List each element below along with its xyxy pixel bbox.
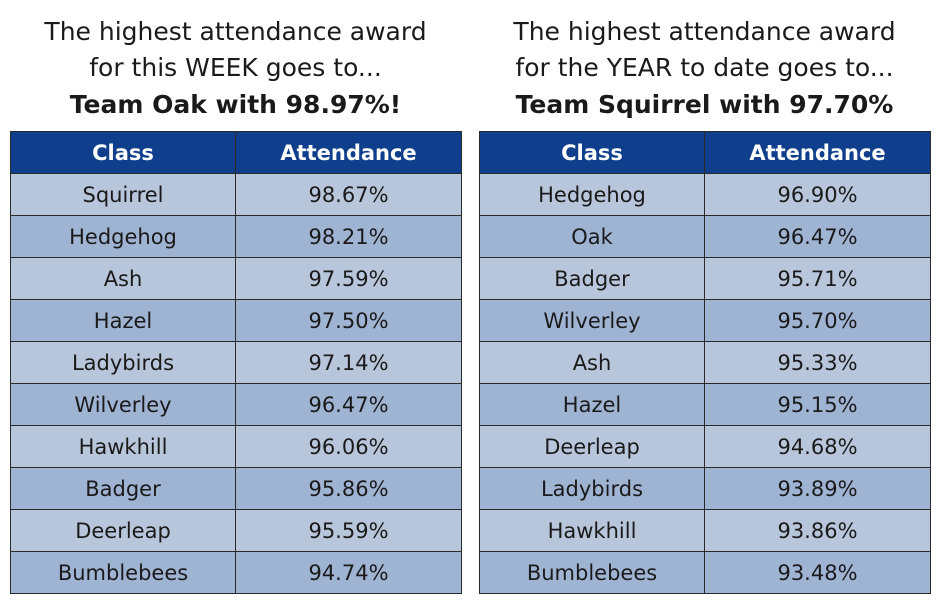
table-row: Hawkhill 96.06% [10,425,462,468]
class-cell: Hedgehog [10,215,236,258]
class-cell: Deerleap [479,425,705,468]
attendance-cell: 93.86% [704,509,931,552]
column-header-attendance: Attendance [235,131,462,174]
table-row: Ash 95.33% [479,341,931,384]
class-cell: Wilverley [479,299,705,342]
attendance-cell: 95.33% [704,341,931,384]
class-cell: Badger [479,257,705,300]
attendance-cell: 95.86% [235,467,462,510]
table-row: Squirrel 98.67% [10,173,462,216]
attendance-cell: 93.48% [704,551,931,594]
attendance-cell: 95.70% [704,299,931,342]
table-row: Bumblebees 93.48% [479,551,931,594]
attendance-cell: 95.59% [235,509,462,552]
class-cell: Ladybirds [10,341,236,384]
table-row: Hawkhill 93.86% [479,509,931,552]
class-cell: Badger [10,467,236,510]
table-row: Oak 96.47% [479,215,931,258]
attendance-cell: 98.21% [235,215,462,258]
table-row: Deerleap 94.68% [479,425,931,468]
attendance-cell: 94.74% [235,551,462,594]
column-header-attendance: Attendance [704,131,931,174]
weekly-attendance-table: Class Attendance Squirrel 98.67% Hedgehog… [10,131,462,594]
class-cell: Hawkhill [10,425,236,468]
table-row: Bumblebees 94.74% [10,551,462,594]
table-row: Deerleap 95.59% [10,509,462,552]
yearly-heading-line1: The highest attendance award [513,17,896,46]
attendance-cell: 97.59% [235,257,462,300]
attendance-cell: 95.71% [704,257,931,300]
class-cell: Deerleap [10,509,236,552]
class-cell: Ash [10,257,236,300]
attendance-cell: 98.67% [235,173,462,216]
yearly-heading-line2: for the YEAR to date goes to... [515,53,894,82]
attendance-cell: 96.06% [235,425,462,468]
table-row: Hazel 95.15% [479,383,931,426]
table-row: Badger 95.71% [479,257,931,300]
class-cell: Bumblebees [10,551,236,594]
yearly-winner: Team Squirrel with 97.70% [515,90,894,119]
yearly-award-panel: The highest attendance award for the YEA… [479,0,931,594]
weekly-award-heading: The highest attendance award for this WE… [10,0,461,131]
column-header-class: Class [10,131,236,174]
class-cell: Hawkhill [479,509,705,552]
yearly-attendance-table: Class Attendance Hedgehog 96.90% Oak 96.47… [479,131,931,594]
attendance-cell: 93.89% [704,467,931,510]
class-cell: Ash [479,341,705,384]
weekly-award-panel: The highest attendance award for this WE… [10,0,462,594]
class-cell: Ladybirds [479,467,705,510]
table-row: Wilverley 96.47% [10,383,462,426]
table-row: Ladybirds 93.89% [479,467,931,510]
attendance-cell: 96.47% [704,215,931,258]
table-row: Ash 97.59% [10,257,462,300]
table-row: Badger 95.86% [10,467,462,510]
weekly-heading-line1: The highest attendance award [44,17,427,46]
attendance-cell: 96.47% [235,383,462,426]
class-cell: Bumblebees [479,551,705,594]
table-row: Hedgehog 98.21% [10,215,462,258]
table-row: Hazel 97.50% [10,299,462,342]
table-header-row: Class Attendance [479,131,931,174]
attendance-cell: 94.68% [704,425,931,468]
yearly-award-heading: The highest attendance award for the YEA… [479,0,930,131]
class-cell: Hedgehog [479,173,705,216]
attendance-cell: 97.50% [235,299,462,342]
attendance-cell: 95.15% [704,383,931,426]
table-header-row: Class Attendance [10,131,462,174]
weekly-winner: Team Oak with 98.97%! [69,90,402,119]
attendance-cell: 97.14% [235,341,462,384]
class-cell: Hazel [479,383,705,426]
table-row: Ladybirds 97.14% [10,341,462,384]
weekly-heading-line2: for this WEEK goes to... [89,53,382,82]
table-row: Hedgehog 96.90% [479,173,931,216]
class-cell: Hazel [10,299,236,342]
attendance-cell: 96.90% [704,173,931,216]
class-cell: Oak [479,215,705,258]
column-header-class: Class [479,131,705,174]
class-cell: Wilverley [10,383,236,426]
class-cell: Squirrel [10,173,236,216]
table-row: Wilverley 95.70% [479,299,931,342]
